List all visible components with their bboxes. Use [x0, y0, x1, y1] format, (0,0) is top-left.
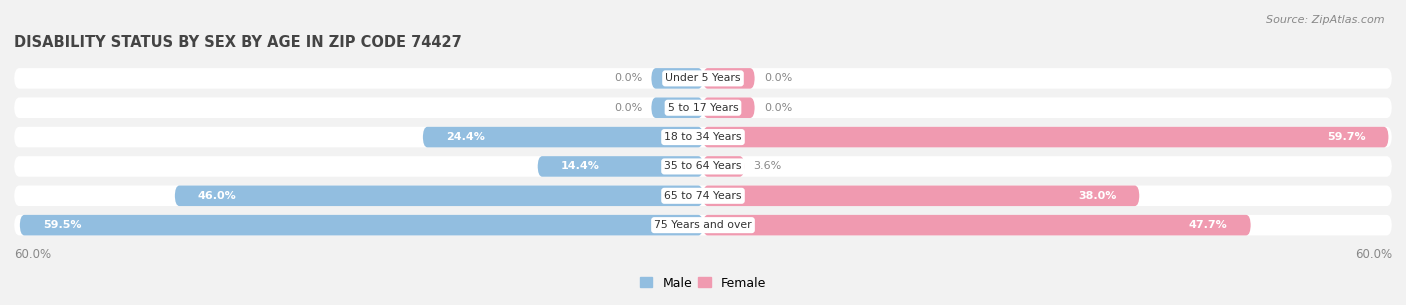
Text: 35 to 64 Years: 35 to 64 Years [664, 161, 742, 171]
FancyBboxPatch shape [14, 68, 1392, 89]
Text: 14.4%: 14.4% [561, 161, 599, 171]
FancyBboxPatch shape [537, 156, 703, 177]
FancyBboxPatch shape [703, 127, 1389, 147]
Text: 47.7%: 47.7% [1189, 220, 1227, 230]
FancyBboxPatch shape [651, 68, 703, 89]
Text: Source: ZipAtlas.com: Source: ZipAtlas.com [1267, 15, 1385, 25]
FancyBboxPatch shape [651, 98, 703, 118]
FancyBboxPatch shape [14, 215, 1392, 235]
Text: 59.5%: 59.5% [42, 220, 82, 230]
FancyBboxPatch shape [14, 127, 1392, 147]
FancyBboxPatch shape [703, 215, 1251, 235]
Text: 60.0%: 60.0% [14, 248, 51, 261]
FancyBboxPatch shape [703, 156, 744, 177]
Text: 5 to 17 Years: 5 to 17 Years [668, 103, 738, 113]
Text: 24.4%: 24.4% [446, 132, 485, 142]
FancyBboxPatch shape [703, 98, 755, 118]
FancyBboxPatch shape [14, 98, 1392, 118]
FancyBboxPatch shape [14, 185, 1392, 206]
FancyBboxPatch shape [703, 68, 755, 89]
FancyBboxPatch shape [20, 215, 703, 235]
Text: 0.0%: 0.0% [763, 103, 792, 113]
Text: 0.0%: 0.0% [614, 74, 643, 83]
FancyBboxPatch shape [14, 156, 1392, 177]
Legend: Male, Female: Male, Female [636, 271, 770, 295]
Text: DISABILITY STATUS BY SEX BY AGE IN ZIP CODE 74427: DISABILITY STATUS BY SEX BY AGE IN ZIP C… [14, 35, 461, 51]
Text: 18 to 34 Years: 18 to 34 Years [664, 132, 742, 142]
Text: 0.0%: 0.0% [614, 103, 643, 113]
FancyBboxPatch shape [703, 185, 1139, 206]
Text: 38.0%: 38.0% [1078, 191, 1116, 201]
Text: 0.0%: 0.0% [763, 74, 792, 83]
Text: 46.0%: 46.0% [198, 191, 236, 201]
FancyBboxPatch shape [423, 127, 703, 147]
Text: Under 5 Years: Under 5 Years [665, 74, 741, 83]
Text: 59.7%: 59.7% [1327, 132, 1365, 142]
Text: 3.6%: 3.6% [754, 161, 782, 171]
FancyBboxPatch shape [174, 185, 703, 206]
Text: 75 Years and over: 75 Years and over [654, 220, 752, 230]
Text: 60.0%: 60.0% [1355, 248, 1392, 261]
Text: 65 to 74 Years: 65 to 74 Years [664, 191, 742, 201]
